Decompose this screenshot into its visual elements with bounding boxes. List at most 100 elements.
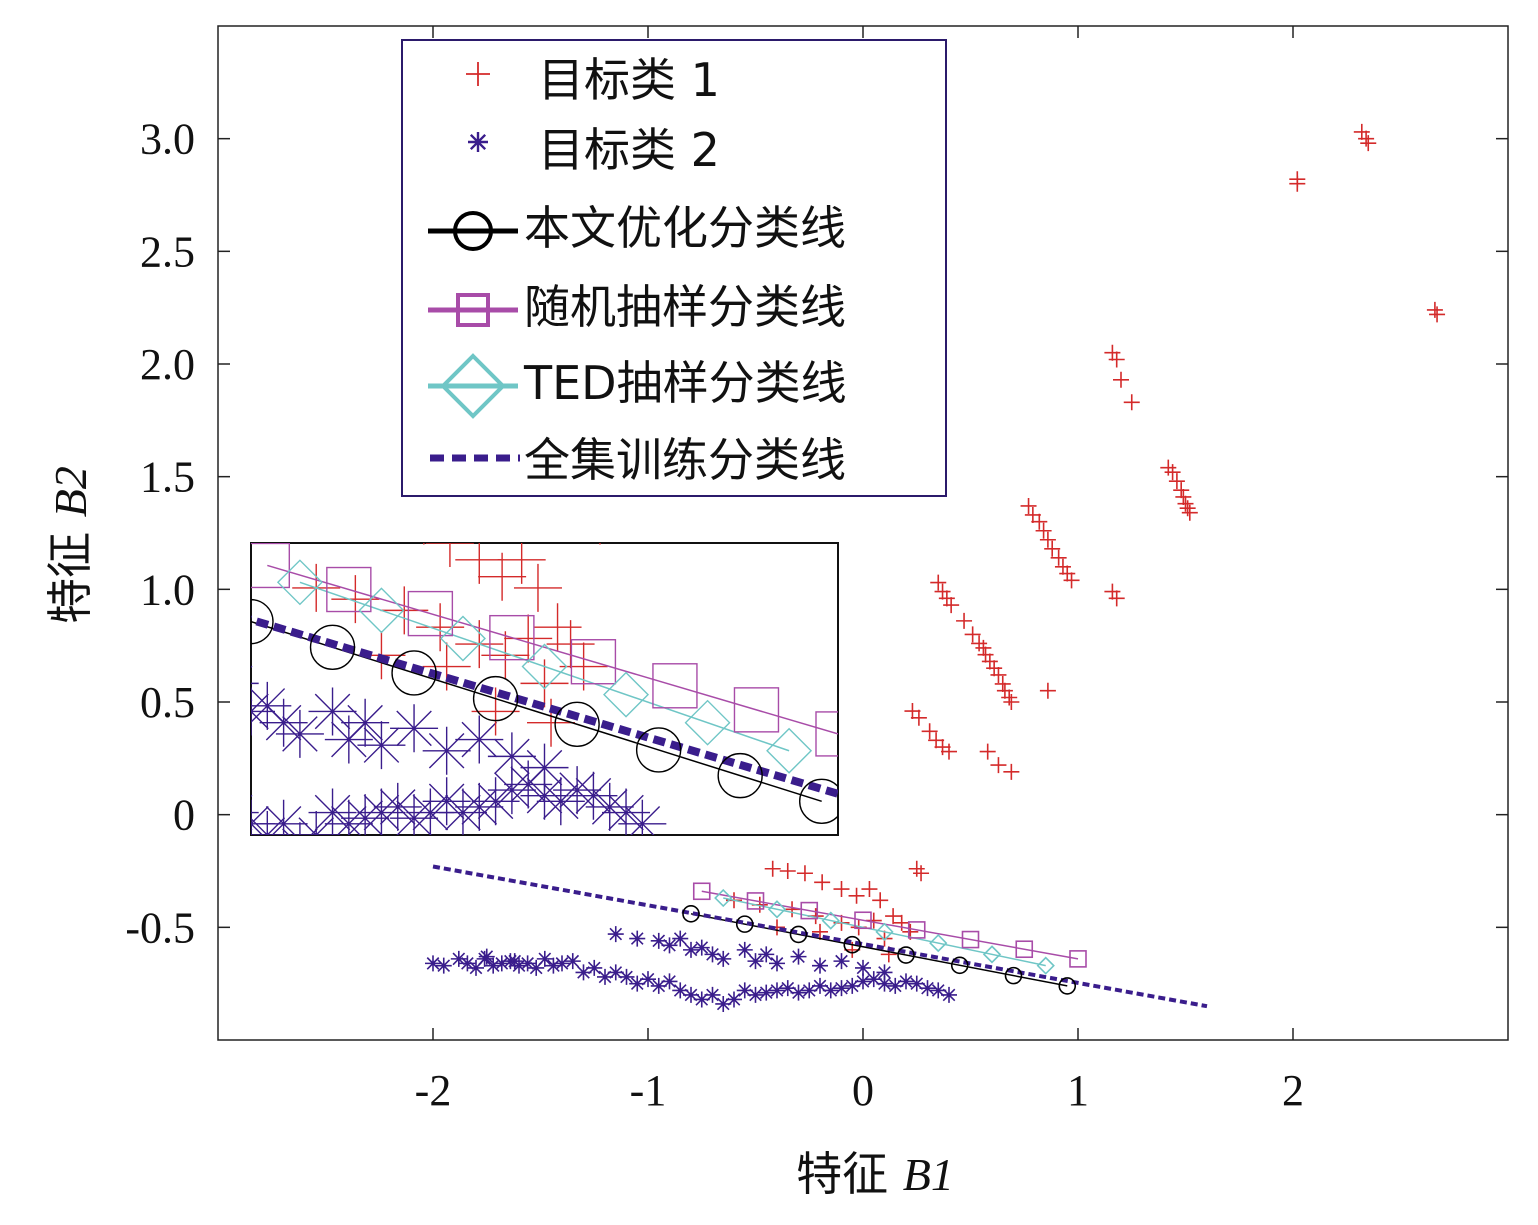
class1-point-20 (1024, 506, 1041, 523)
random-marker-1 (746, 892, 765, 910)
y-tick-label-1: 0 (173, 791, 195, 840)
class1-point-66 (872, 892, 889, 909)
class2-point-32 (747, 986, 764, 1003)
x-axis-label-prefix: 特征 (796, 1147, 888, 1201)
class1-point-63 (833, 881, 850, 898)
inset-class2-point-70 (0, 716, 8, 764)
inset-class2-point-15 (48, 716, 96, 764)
class1-point-11 (1160, 459, 1177, 476)
class1-point-29 (1104, 583, 1121, 600)
class2-point-4 (468, 959, 484, 976)
inset-ours-marker-1 (309, 624, 356, 670)
class1-point-49 (910, 709, 927, 726)
class2-point-69 (478, 948, 495, 965)
ted-marker-1 (767, 900, 787, 919)
class2-point-35 (779, 980, 796, 997)
class1-point-50 (921, 723, 938, 740)
random-marker-5 (961, 930, 980, 949)
inset-class1-point-79 (559, 642, 608, 691)
class2-point-26 (683, 986, 699, 1003)
inset-ted-marker-1 (358, 587, 405, 634)
inset-class2-point-33 (341, 794, 390, 835)
class2-point-47 (908, 975, 925, 992)
class2-point-65 (812, 957, 828, 974)
class2-point-25 (672, 982, 689, 999)
y-tick-label-0: -0.5 (125, 903, 195, 952)
class1-point-0 (1353, 123, 1370, 140)
inset-class2-point-67 (487, 732, 536, 781)
class2-point-3 (459, 955, 476, 972)
class1-point-75 (893, 914, 910, 931)
x-tick-label-2: 0 (852, 1066, 874, 1115)
class2-point-46 (898, 973, 914, 990)
ours-line (690, 913, 1068, 987)
inset-class2-point-68 (520, 743, 569, 792)
y-tick-label-4: 1.5 (140, 453, 195, 502)
inset-class2-point-42 (487, 766, 536, 815)
inset-class2-point-36 (390, 794, 439, 835)
inset-class2-point-65 (422, 726, 471, 775)
legend-label-class2: 目标类 2 (538, 123, 720, 177)
class2-point-36 (790, 984, 807, 1001)
class2-point-10 (519, 955, 536, 972)
inset-class1-point-63 (455, 543, 504, 584)
x-axis-label: 特征 B1 (796, 1147, 954, 1201)
class2-point-42 (855, 973, 871, 990)
class1-point-16 (1177, 495, 1194, 512)
class2-point-22 (640, 971, 656, 988)
inset-ours-marker-5 (635, 727, 682, 773)
class1-point-10 (1123, 394, 1140, 411)
class1-point-60 (779, 863, 796, 879)
ours-marker-2 (789, 925, 808, 944)
class1-point-55 (990, 757, 1007, 774)
class2-point-59 (715, 950, 732, 967)
inset-ted-marker-5 (684, 699, 731, 746)
inset-ours-marker-4 (554, 701, 600, 747)
class2-point-60 (736, 941, 753, 958)
class2-point-34 (769, 982, 785, 999)
inset-ted-marker-6 (766, 727, 813, 774)
class2-point-66 (833, 953, 850, 970)
inset-ours-marker-6 (717, 752, 763, 799)
class1-point-61 (796, 865, 813, 882)
inset-class1-point-66 (513, 563, 562, 612)
inset-class2-point-38 (422, 777, 471, 826)
inset-class2-point-60 (308, 687, 357, 736)
class2-point-20 (618, 968, 635, 985)
class1-point-28 (1063, 572, 1080, 589)
inset-random-marker-0 (251, 543, 291, 589)
ours-marker-3 (843, 935, 862, 954)
y-tick-labels: -0.5 0 0.5 1.0 1.5 2.0 2.5 3.0 (125, 115, 195, 953)
class1-point-31 (930, 574, 947, 591)
class2-point-27 (693, 991, 710, 1008)
inset-class2-point-44 (520, 771, 569, 820)
class2-point-18 (597, 968, 613, 985)
class1-point-45 (1001, 689, 1018, 706)
ours-marker-0 (682, 905, 700, 923)
x-tick-label-0: -2 (415, 1066, 452, 1115)
y-tick-label-2: 0.5 (140, 678, 195, 727)
inset-random-marker-1 (326, 566, 372, 613)
class1-point-59 (764, 860, 781, 877)
class2-point-67 (855, 959, 871, 976)
inset-class1-point-40 (680, 0, 728, 17)
inset-class1-point-65 (497, 543, 546, 584)
inset-random-marker-4 (570, 639, 617, 685)
class2-point-70 (506, 953, 523, 970)
inset-ours-marker-0 (251, 598, 274, 645)
class2-point-28 (704, 986, 721, 1003)
class2-point-51 (607, 926, 624, 943)
inset-random-line (267, 564, 838, 735)
inset-class2-point-58 (259, 698, 308, 747)
inset-class2-point-66 (455, 715, 504, 764)
class2-point-61 (747, 953, 764, 970)
class1-point-69 (784, 901, 801, 918)
class1-point-41 (986, 660, 1003, 677)
class2-point-68 (876, 964, 893, 981)
class1-point-53 (941, 743, 957, 760)
ours-marker-6 (1004, 966, 1023, 985)
inset-class2-point-10 (0, 721, 27, 769)
class1-point-62 (814, 874, 831, 891)
class1-point-36 (964, 626, 981, 643)
